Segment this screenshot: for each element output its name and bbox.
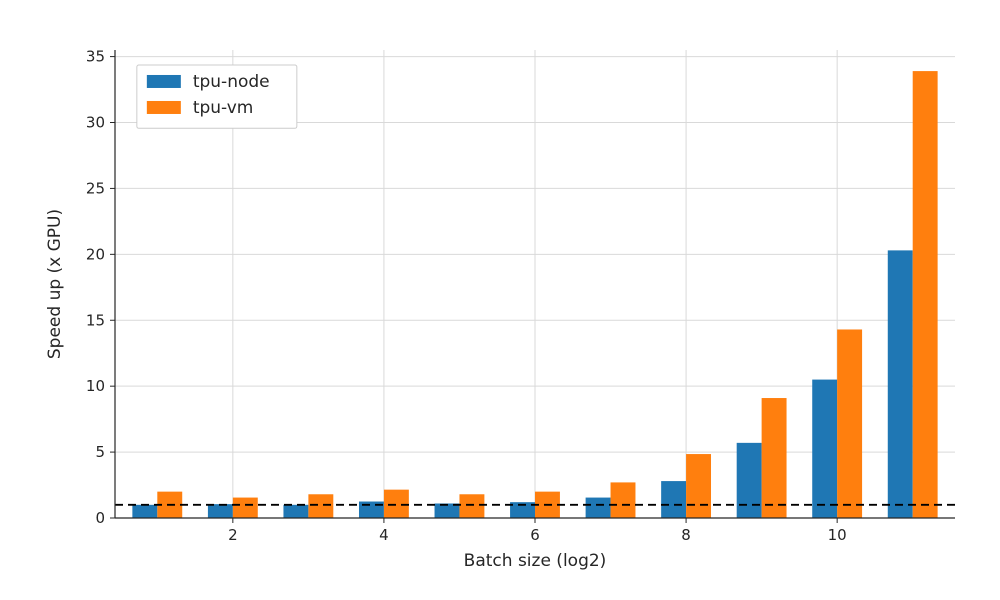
bar-tpu-vm: [686, 454, 711, 518]
bar-tpu-node: [208, 504, 233, 518]
ytick-label: 10: [86, 377, 105, 395]
bar-chart-svg: 2 4 6 8 10 0 5 10 15 20 25 30 35 Batch size (log2) Spe…: [0, 0, 1000, 600]
ytick-label: 25: [86, 179, 105, 197]
ytick-label: 30: [86, 114, 105, 132]
bar-tpu-node: [812, 380, 837, 518]
legend-label-tpu-node: tpu-node: [193, 72, 270, 92]
bar-tpu-vm: [308, 494, 333, 518]
ytick-label: 0: [95, 509, 105, 527]
ytick-label: 20: [86, 245, 105, 263]
bar-tpu-node: [661, 481, 686, 518]
bar-tpu-node: [283, 505, 308, 518]
chart-container: 2 4 6 8 10 0 5 10 15 20 25 30 35 Batch size (log2) Spe…: [0, 0, 1000, 600]
bar-tpu-vm: [233, 498, 258, 518]
xtick-label: 4: [379, 526, 389, 544]
xtick-label: 8: [681, 526, 691, 544]
ytick-label: 5: [95, 443, 105, 461]
bar-tpu-vm: [913, 71, 938, 518]
xtick-label: 2: [228, 526, 238, 544]
bar-tpu-vm: [611, 482, 636, 518]
xtick-label: 6: [530, 526, 540, 544]
legend-swatch-tpu-node: [147, 75, 181, 88]
bar-tpu-node: [737, 443, 762, 518]
legend: tpu-node tpu-vm: [137, 65, 297, 128]
bar-tpu-vm: [384, 490, 409, 518]
ylabel: Speed up (x GPU): [45, 209, 65, 359]
bar-tpu-node: [586, 498, 611, 518]
ytick-label: 35: [86, 48, 105, 66]
bar-tpu-node: [888, 250, 913, 518]
ytick-label: 15: [86, 311, 105, 329]
xlabel: Batch size (log2): [464, 551, 607, 571]
xtick-label: 10: [828, 526, 847, 544]
legend-swatch-tpu-vm: [147, 101, 181, 114]
bar-tpu-vm: [459, 494, 484, 518]
bar-tpu-vm: [837, 329, 862, 518]
bar-tpu-node: [132, 505, 157, 518]
bar-tpu-vm: [762, 398, 787, 518]
legend-label-tpu-vm: tpu-vm: [193, 98, 254, 118]
